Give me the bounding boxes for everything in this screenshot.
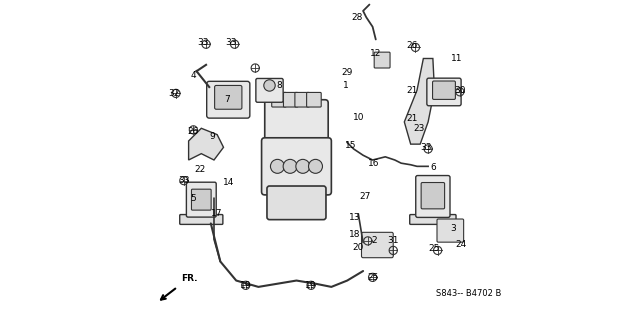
Text: 4: 4: [191, 71, 196, 80]
Text: 19: 19: [305, 281, 317, 290]
FancyBboxPatch shape: [267, 186, 326, 220]
Text: 29: 29: [341, 68, 353, 77]
FancyBboxPatch shape: [362, 232, 393, 258]
Text: 7: 7: [224, 95, 230, 104]
Text: 11: 11: [451, 54, 463, 63]
Circle shape: [271, 159, 285, 173]
Text: 2: 2: [372, 236, 377, 245]
FancyBboxPatch shape: [186, 182, 216, 217]
Text: 33: 33: [226, 38, 237, 47]
Text: 20: 20: [353, 243, 364, 252]
Text: 31: 31: [387, 236, 399, 245]
FancyBboxPatch shape: [416, 176, 450, 217]
FancyBboxPatch shape: [215, 85, 242, 109]
Text: 28: 28: [351, 13, 362, 22]
FancyBboxPatch shape: [421, 182, 445, 209]
FancyBboxPatch shape: [427, 78, 461, 106]
Text: 21: 21: [406, 86, 418, 95]
Text: 16: 16: [369, 159, 380, 168]
Text: 1: 1: [343, 81, 348, 90]
Text: 9: 9: [209, 132, 215, 141]
Text: 25: 25: [367, 273, 379, 282]
Text: 14: 14: [223, 178, 234, 187]
Text: 26: 26: [406, 41, 418, 50]
Text: 19: 19: [240, 281, 252, 290]
Text: 18: 18: [350, 230, 361, 239]
Circle shape: [296, 159, 310, 173]
Text: 26: 26: [187, 127, 199, 136]
FancyBboxPatch shape: [410, 215, 456, 224]
Circle shape: [309, 159, 322, 173]
Text: 15: 15: [345, 141, 356, 150]
Circle shape: [264, 80, 275, 91]
FancyBboxPatch shape: [180, 215, 223, 224]
Text: 8: 8: [276, 81, 282, 90]
Text: 12: 12: [370, 49, 382, 58]
Text: 33: 33: [178, 176, 189, 185]
FancyBboxPatch shape: [207, 81, 250, 118]
Text: 30: 30: [454, 86, 466, 95]
Text: 32: 32: [168, 89, 180, 98]
Text: 25: 25: [429, 244, 440, 253]
Polygon shape: [404, 59, 435, 144]
FancyBboxPatch shape: [262, 138, 331, 195]
FancyBboxPatch shape: [265, 100, 328, 144]
Text: 21: 21: [406, 114, 418, 123]
FancyBboxPatch shape: [295, 92, 309, 107]
Text: 6: 6: [430, 164, 436, 172]
Text: 23: 23: [413, 124, 424, 133]
Text: 24: 24: [456, 240, 467, 249]
Text: S843-- B4702 B: S843-- B4702 B: [436, 289, 502, 298]
FancyBboxPatch shape: [272, 92, 286, 107]
FancyBboxPatch shape: [433, 81, 456, 100]
FancyBboxPatch shape: [437, 219, 464, 242]
FancyBboxPatch shape: [283, 92, 298, 107]
FancyBboxPatch shape: [191, 189, 211, 210]
Polygon shape: [189, 128, 223, 160]
FancyBboxPatch shape: [256, 78, 283, 102]
Text: 17: 17: [211, 209, 223, 219]
Circle shape: [283, 159, 297, 173]
Text: 27: 27: [359, 192, 370, 201]
Text: 3: 3: [451, 224, 456, 233]
Text: 10: 10: [353, 113, 364, 122]
Text: 22: 22: [194, 165, 205, 174]
Text: 33: 33: [421, 143, 432, 152]
FancyBboxPatch shape: [374, 52, 390, 68]
Text: FR.: FR.: [181, 274, 198, 283]
Text: 13: 13: [350, 212, 361, 222]
Text: 33: 33: [197, 38, 209, 47]
FancyBboxPatch shape: [307, 92, 321, 107]
Text: 5: 5: [191, 194, 196, 203]
